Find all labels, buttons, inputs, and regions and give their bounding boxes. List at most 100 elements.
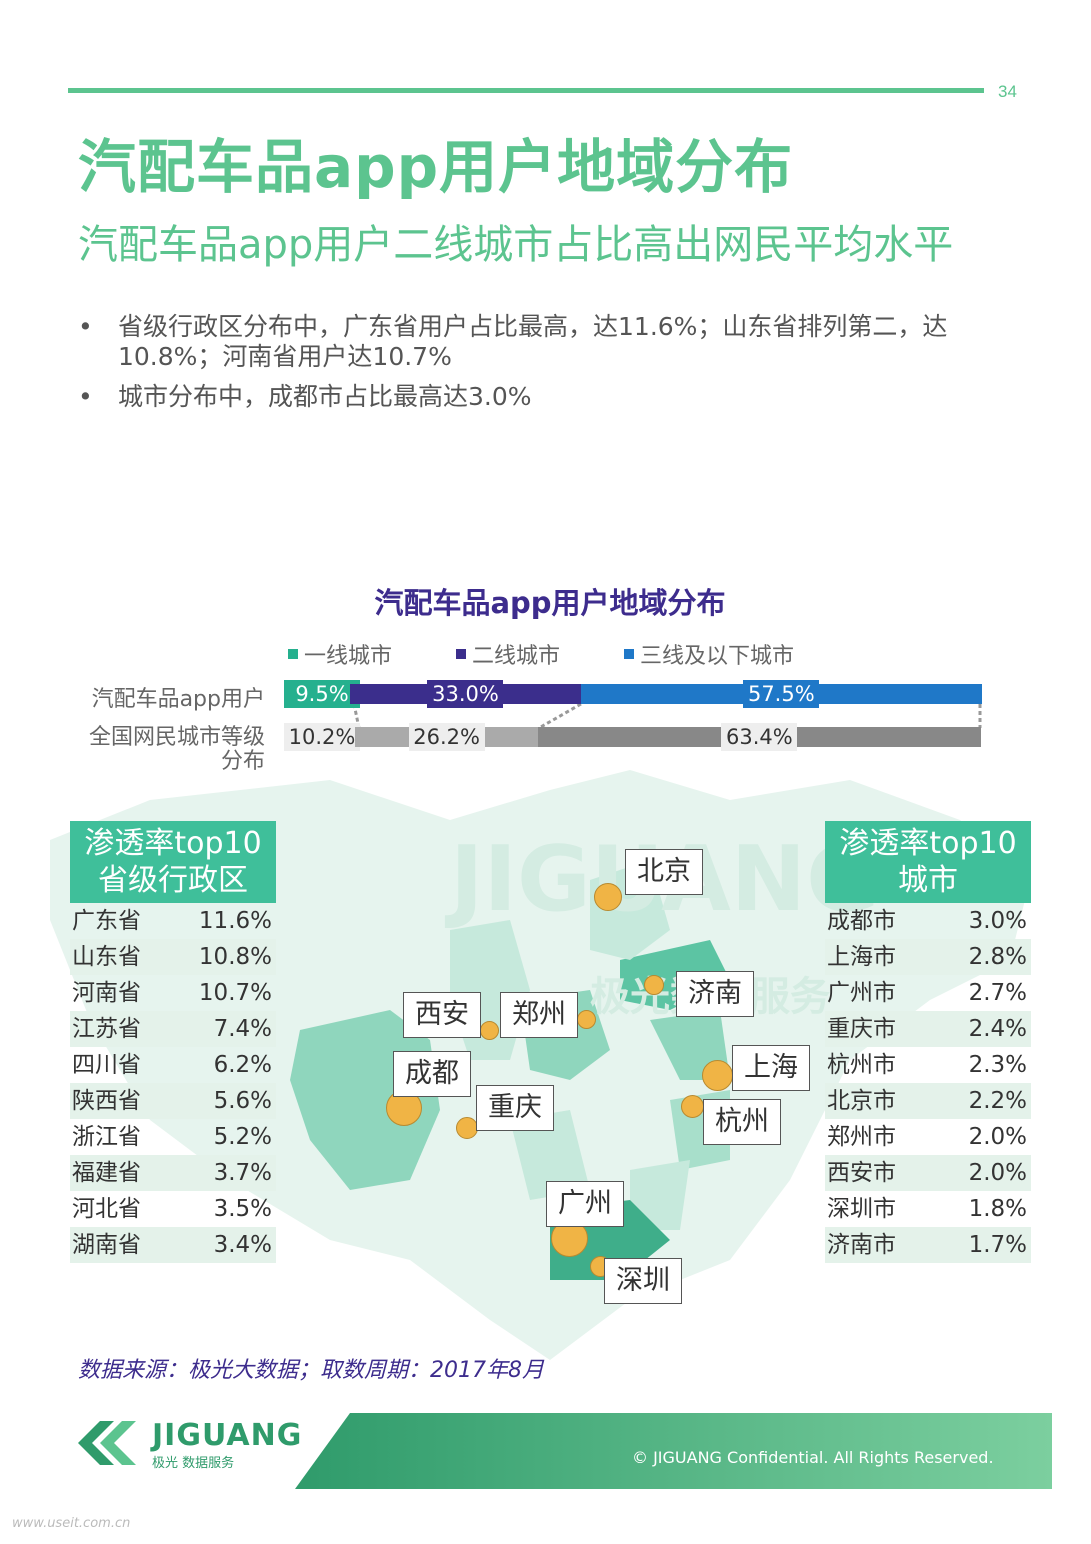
map-bubble-beijing <box>594 883 622 911</box>
table-row: 西安市 2.0% <box>825 1155 1031 1191</box>
map-label-guangzhou: 广州 <box>546 1181 624 1227</box>
map-region-fujian <box>630 1160 690 1230</box>
row-value: 3.4% <box>213 1232 272 1258</box>
row-name: 杭州市 <box>827 1052 896 1078</box>
row-value: 3.5% <box>213 1196 272 1222</box>
map-label-zhengzhou: 郑州 <box>500 992 578 1038</box>
row-name: 陕西省 <box>72 1088 141 1114</box>
map-label-chongqing: 重庆 <box>476 1085 554 1131</box>
bar-category-line: 全国网民城市等级 <box>88 725 265 750</box>
province-rows: 广东省 11.6% 山东省 10.8% 河南省 10.7% 江苏省 7.4% 四川省 6.2% 陕西… <box>70 903 276 1263</box>
row-value: 3.7% <box>213 1160 272 1186</box>
bar-value-label: 57.5% <box>743 680 820 708</box>
legend-item: 二线城市 <box>456 638 560 670</box>
row-name: 深圳市 <box>827 1196 896 1222</box>
legend-label: 三线及以下城市 <box>640 644 795 669</box>
row-value: 10.7% <box>198 980 272 1006</box>
table-row: 济南市 1.7% <box>825 1227 1031 1263</box>
legend-label: 一线城市 <box>304 644 393 669</box>
row-value: 7.4% <box>213 1016 272 1042</box>
row-value: 2.3% <box>968 1052 1027 1078</box>
row-name: 成都市 <box>827 908 896 934</box>
city-table: 渗透率top10 城市 成都市 3.0% 上海市 2.8% 广州市 2.7% 重庆市 2.4%… <box>825 821 1031 1263</box>
row-name: 河南省 <box>72 980 141 1006</box>
map-label-jinan: 济南 <box>676 971 754 1017</box>
map-bubble-jinan <box>644 975 664 995</box>
row-value: 2.0% <box>968 1160 1027 1186</box>
row-value: 2.7% <box>968 980 1027 1006</box>
row-value: 2.4% <box>968 1016 1027 1042</box>
table-row: 河北省 3.5% <box>70 1191 276 1227</box>
bar-value-label: 26.2% <box>408 723 485 751</box>
legend-swatch <box>456 649 466 659</box>
row-name: 四川省 <box>72 1052 141 1078</box>
map-label-xian: 西安 <box>403 992 481 1038</box>
table-row: 重庆市 2.4% <box>825 1011 1031 1047</box>
logo-wordmark: JIGUANG <box>152 1418 303 1453</box>
table-row: 杭州市 2.3% <box>825 1047 1031 1083</box>
map-label-hangzhou: 杭州 <box>703 1099 781 1145</box>
row-value: 1.7% <box>968 1232 1027 1258</box>
bar-value-label: 9.5% <box>284 680 360 708</box>
bullet-item: • 城市分布中，成都市占比最高达3.0% <box>78 382 998 412</box>
row-name: 北京市 <box>827 1088 896 1114</box>
map-label-shenzhen: 深圳 <box>604 1258 682 1304</box>
table-row: 北京市 2.2% <box>825 1083 1031 1119</box>
table-row: 江苏省 7.4% <box>70 1011 276 1047</box>
row-name: 上海市 <box>827 944 896 970</box>
table-header-line: 城市 <box>898 863 958 898</box>
footer-band <box>295 1413 1052 1489</box>
map-region-hunan <box>510 1110 590 1200</box>
row-value: 2.0% <box>968 1124 1027 1150</box>
row-name: 山东省 <box>72 944 141 970</box>
row-name: 郑州市 <box>827 1124 896 1150</box>
bullet-item: • 省级行政区分布中，广东省用户占比最高，达11.6%；山东省排列第二，达10.… <box>78 312 998 372</box>
table-row: 广州市 2.7% <box>825 975 1031 1011</box>
row-name: 浙江省 <box>72 1124 141 1150</box>
bar-value-label: 33.0% <box>427 680 504 708</box>
table-header-line: 省级行政区 <box>98 863 248 898</box>
row-value: 1.8% <box>968 1196 1027 1222</box>
table-row: 陕西省 5.6% <box>70 1083 276 1119</box>
bar-category-line: 分布 <box>220 749 265 774</box>
map-bubble-chongqing <box>456 1117 478 1139</box>
legend-item: 一线城市 <box>288 638 392 670</box>
legend-label: 二线城市 <box>472 644 561 669</box>
bullet-marker: • <box>78 382 93 411</box>
city-table-header: 渗透率top10 城市 <box>825 821 1031 903</box>
city-rows: 成都市 3.0% 上海市 2.8% 广州市 2.7% 重庆市 2.4% 杭州市 2.3% 北京市 2.… <box>825 903 1031 1263</box>
row-value: 2.2% <box>968 1088 1027 1114</box>
data-source: 数据来源：极光大数据；取数周期：2017年8月 <box>78 1358 544 1383</box>
bullet-list: • 省级行政区分布中，广东省用户占比最高，达11.6%；山东省排列第二，达10.… <box>78 312 998 422</box>
page-title: 汽配车品app用户地域分布 <box>78 133 794 201</box>
table-row: 湖南省 3.4% <box>70 1227 276 1263</box>
row-name: 河北省 <box>72 1196 141 1222</box>
row-value: 10.8% <box>198 944 272 970</box>
header-rule <box>68 88 984 93</box>
table-header-line: 渗透率top10 <box>839 826 1017 861</box>
table-row: 福建省 3.7% <box>70 1155 276 1191</box>
row-name: 西安市 <box>827 1160 896 1186</box>
map-bubble-hangzhou <box>681 1095 704 1118</box>
bar-category-label: 汽配车品app用户 <box>91 687 265 712</box>
row-value: 6.2% <box>213 1052 272 1078</box>
row-name: 广东省 <box>72 908 141 934</box>
bar-connectors <box>352 702 982 730</box>
bullet-text: 城市分布中，成都市占比最高达3.0% <box>118 382 532 411</box>
row-name: 江苏省 <box>72 1016 141 1042</box>
table-row: 河南省 10.7% <box>70 975 276 1011</box>
legend-swatch <box>624 649 634 659</box>
table-row: 四川省 6.2% <box>70 1047 276 1083</box>
row-value: 3.0% <box>968 908 1027 934</box>
bullet-marker: • <box>78 312 93 341</box>
map-bubble-xian <box>480 1021 499 1040</box>
table-header-line: 渗透率top10 <box>84 826 262 861</box>
logo-subtitle: 极光 数据服务 <box>152 1456 235 1471</box>
table-row: 成都市 3.0% <box>825 903 1031 939</box>
bar-value-label: 63.4% <box>721 723 798 751</box>
bar-value-label: 10.2% <box>284 723 360 751</box>
map-label-chengdu: 成都 <box>393 1051 471 1097</box>
bullet-text: 省级行政区分布中，广东省用户占比最高，达11.6%；山东省排列第二，达10.8%… <box>118 312 948 371</box>
site-watermark: www.useit.com.cn <box>12 1516 131 1531</box>
jiguang-logo-icon <box>78 1421 136 1465</box>
